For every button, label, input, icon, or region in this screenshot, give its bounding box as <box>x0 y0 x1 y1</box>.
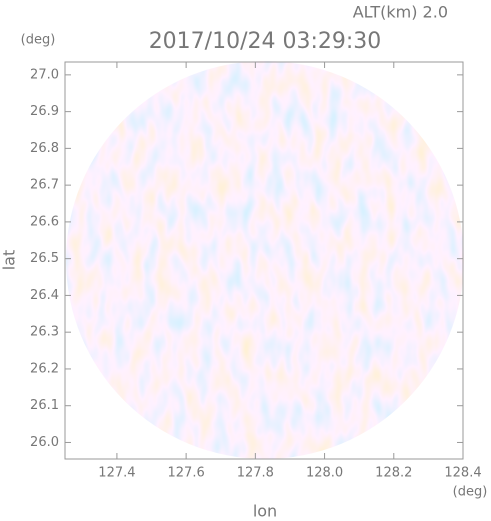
y-tick-label: 26.8 <box>30 141 59 156</box>
y-tick-label: 26.9 <box>30 104 59 119</box>
y-tick-label: 27.0 <box>30 67 59 82</box>
x-tick-label: 128.4 <box>444 466 481 481</box>
x-tick-label: 128.0 <box>306 466 343 481</box>
y-tick-label: 26.0 <box>30 435 59 450</box>
x-tick-label: 128.2 <box>375 466 412 481</box>
radar-field <box>66 61 464 459</box>
y-tick-label: 26.2 <box>30 361 59 376</box>
y-tick-label: 26.6 <box>30 214 59 229</box>
x-tick-label: 127.4 <box>98 466 135 481</box>
x-axis-label: lon <box>253 502 277 521</box>
y-tick-label: 26.5 <box>30 251 59 266</box>
x-tick-label: 127.8 <box>237 466 274 481</box>
y-unit: (deg) <box>21 33 56 48</box>
y-tick-label: 26.1 <box>30 398 59 413</box>
y-tick-label: 26.4 <box>30 288 59 303</box>
x-unit: (deg) <box>453 485 488 500</box>
y-tick-label: 26.7 <box>30 178 59 193</box>
chart-title: 2017/10/24 03:29:30 <box>149 29 382 54</box>
x-tick-label: 127.6 <box>168 466 205 481</box>
y-tick-label: 26.3 <box>30 325 59 340</box>
plot-frame <box>64 61 464 460</box>
annotation: ALT(km) 2.0 <box>353 3 448 22</box>
y-axis-label: lat <box>0 250 19 271</box>
